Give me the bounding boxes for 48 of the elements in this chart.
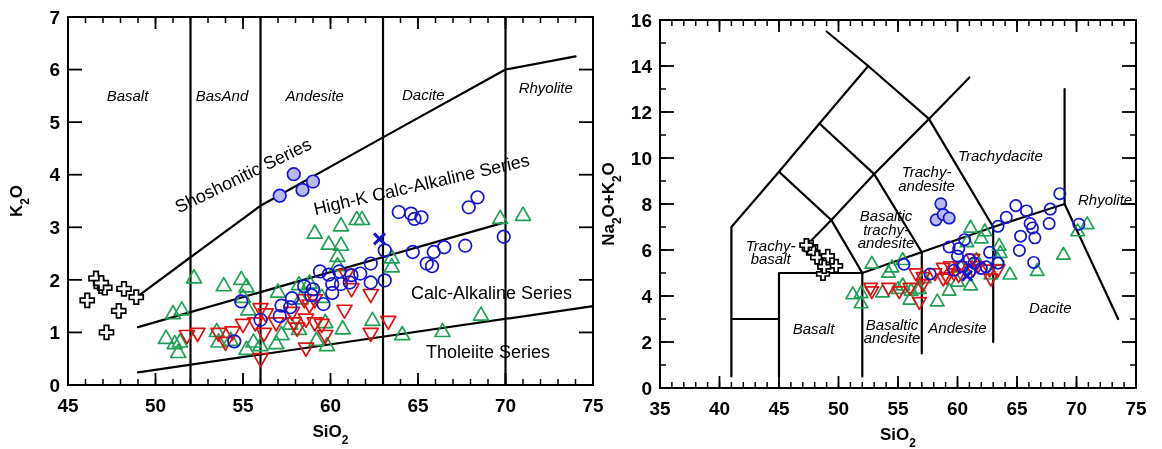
x-axis-title: SiO$_{2}$ — [880, 425, 917, 449]
y-tick-label: 10 — [630, 147, 652, 169]
annotation: Dacite — [1029, 298, 1072, 316]
x-tick-label: 45 — [768, 398, 790, 419]
x-tick-label: 60 — [946, 398, 969, 419]
x-tick-label: 75 — [1125, 398, 1147, 419]
y-tick-label: 6 — [641, 239, 652, 261]
annotation: Basaltic andesite — [863, 315, 921, 347]
y-tick-label: 2 — [641, 331, 652, 353]
y-tick-label: 3 — [49, 216, 60, 238]
x-tick-label: 50 — [144, 395, 167, 416]
y-tick-label: 4 — [49, 164, 61, 186]
y-tick-label: 0 — [641, 377, 652, 399]
x-tick-label: 75 — [582, 395, 604, 416]
y-tick-label: 0 — [49, 374, 60, 396]
annotation: Andesite — [284, 87, 344, 105]
y-tick-label: 14 — [630, 55, 653, 77]
annotation: Trachydacite — [957, 146, 1043, 164]
x-tick-label: 70 — [1065, 398, 1088, 419]
annotation: Basalt — [792, 319, 836, 337]
x-tick-label: 70 — [494, 395, 517, 416]
y-tick-label: 4 — [641, 285, 653, 307]
x-tick-label: 45 — [57, 395, 79, 416]
y-tick-label: 6 — [49, 59, 60, 81]
x-tick-label: 60 — [319, 395, 342, 416]
annotation: Trachy- andesite — [898, 163, 955, 194]
annotation: Basalt — [106, 87, 150, 105]
y-tick-label: 8 — [641, 193, 652, 215]
x-tick-label: 40 — [708, 398, 731, 419]
y-tick-label: 5 — [49, 111, 61, 133]
x-tick-label: 50 — [827, 398, 850, 419]
annotation: Trachy- basalt — [745, 236, 796, 268]
y-tick-label: 16 — [630, 9, 652, 31]
x-tick-label: 65 — [1006, 398, 1028, 419]
x-tick-label: 65 — [407, 395, 429, 416]
annotation: Andesite — [927, 318, 987, 336]
annotation: Rhyolite — [518, 78, 573, 96]
x-axis-title: SiO$_{2}$ — [312, 422, 349, 447]
annotation: Rhyolite — [1077, 190, 1133, 208]
annotation: BasAnd — [195, 87, 249, 105]
y-tick-label: 7 — [49, 6, 60, 28]
annotation: Dacite — [401, 86, 445, 104]
x-tick-label: 55 — [232, 395, 254, 416]
y-tick-label: 1 — [49, 322, 61, 344]
y-tick-label: 2 — [49, 269, 60, 291]
x-tick-label: 55 — [887, 398, 909, 419]
y-tick-label: 12 — [630, 101, 652, 123]
x-tick-label: 35 — [649, 398, 671, 419]
